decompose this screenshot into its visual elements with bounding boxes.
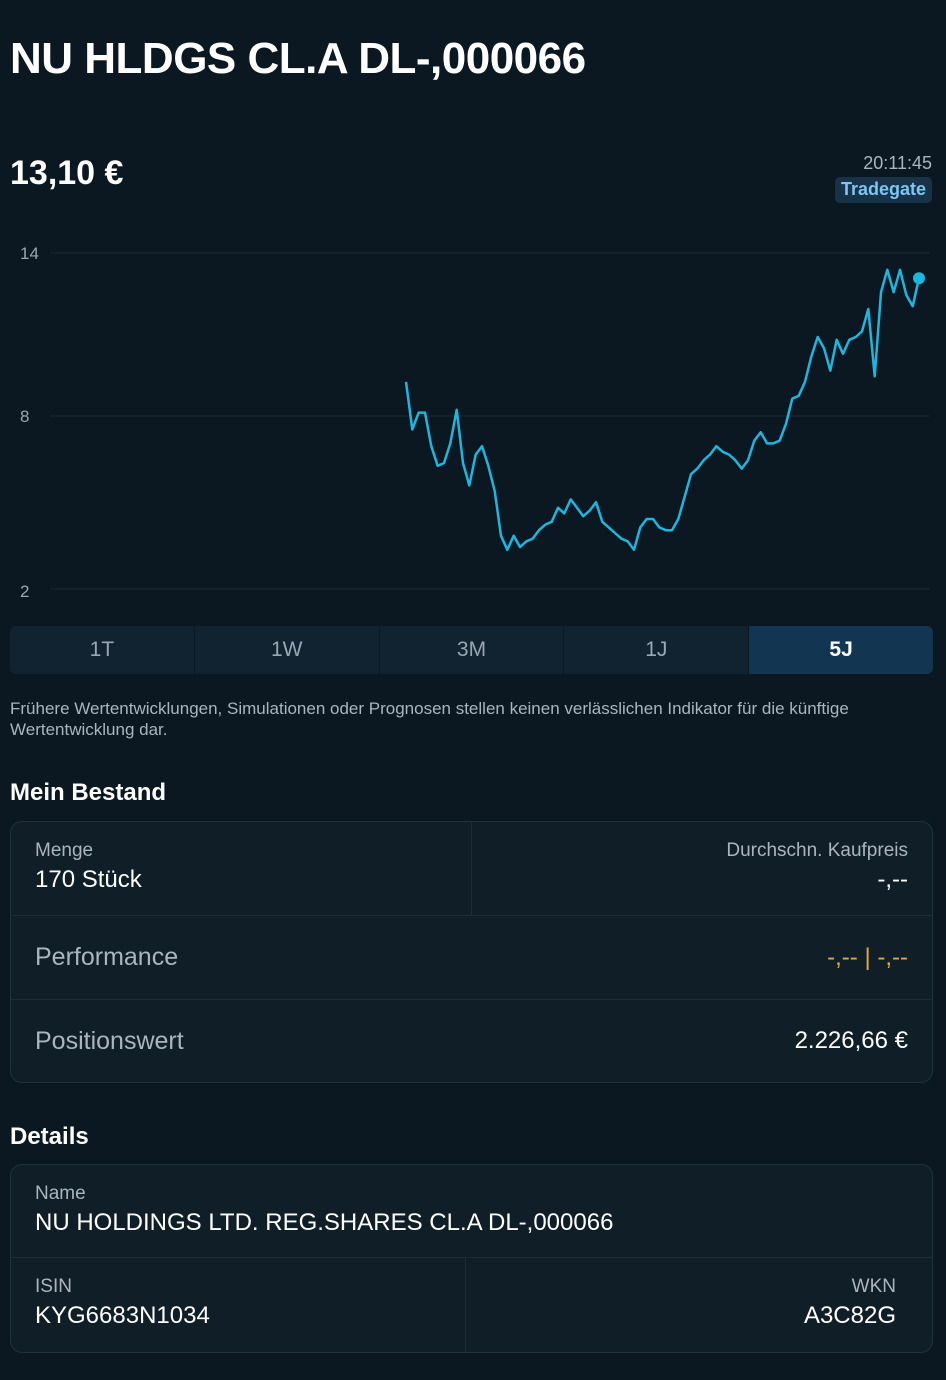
period-selector: 1T 1W 3M 1J 5J [10,626,933,674]
avg-price-value: -,-- [877,866,908,893]
position-value: 2.226,66 € [794,1027,908,1054]
avg-price-cell: Durchschn. Kaufpreis -,-- [472,822,932,915]
details-name-row: Name NU HOLDINGS LTD. REG.SHARES CL.A DL… [11,1165,932,1258]
performance-label: Performance [35,943,179,971]
name-label: Name [35,1183,86,1204]
quantity-label: Menge [35,840,94,861]
performance-row[interactable]: Performance -,-- | -,-- [11,916,932,1000]
price-series-line [404,268,921,552]
isin-label: ISIN [35,1276,72,1297]
details-card: Name NU HOLDINGS LTD. REG.SHARES CL.A DL… [10,1164,933,1353]
period-tab-1j[interactable]: 1J [564,626,750,674]
details-identifiers-row: ISIN KYG6683N1034 WKN A3C82G [11,1258,932,1352]
position-value-label: Positionswert [35,1026,184,1055]
wkn-cell[interactable]: WKN A3C82G [466,1258,932,1352]
wkn-value: A3C82G [803,1302,896,1329]
last-price-marker [913,272,925,285]
y-tick-label: 8 [20,407,29,426]
period-tab-1w[interactable]: 1W [195,626,380,674]
period-tab-1t[interactable]: 1T [10,626,195,674]
name-value: NU HOLDINGS LTD. REG.SHARES CL.A DL-,000… [35,1209,614,1236]
period-tab-3m[interactable]: 3M [380,626,565,674]
avg-price-label: Durchschn. Kaufpreis [726,840,908,861]
performance-disclaimer: Frühere Wertentwicklungen, Simulationen … [10,699,849,739]
holdings-quantity-row: Menge 170 Stück Durchschn. Kaufpreis -,-… [11,822,932,916]
holdings-heading: Mein Bestand [10,779,167,806]
y-tick-label: 14 [20,244,39,263]
position-value-row: Positionswert 2.226,66 € [11,1000,932,1082]
exchange-badge[interactable]: Tradegate [834,177,932,203]
wkn-label: WKN [851,1276,896,1297]
isin-value: KYG6683N1034 [35,1302,210,1329]
performance-value: -,-- | -,-- [827,943,908,971]
price-chart-svg: 14 8 2 [20,244,930,601]
details-heading: Details [10,1123,89,1150]
y-tick-label: 2 [20,582,29,601]
isin-cell[interactable]: ISIN KYG6683N1034 [11,1258,466,1352]
holdings-card: Menge 170 Stück Durchschn. Kaufpreis -,-… [10,821,933,1083]
quantity-value: 170 Stück [35,866,142,893]
price-chart[interactable]: 14 8 2 [0,230,946,610]
period-tab-5j[interactable]: 5J [749,626,933,674]
instrument-title: NU HLDGS CL.A DL-,000066 [10,34,586,83]
quantity-cell: Menge 170 Stück [11,822,472,915]
current-price: 13,10 € [10,154,124,192]
price-timestamp: 20:11:45 [863,153,932,173]
